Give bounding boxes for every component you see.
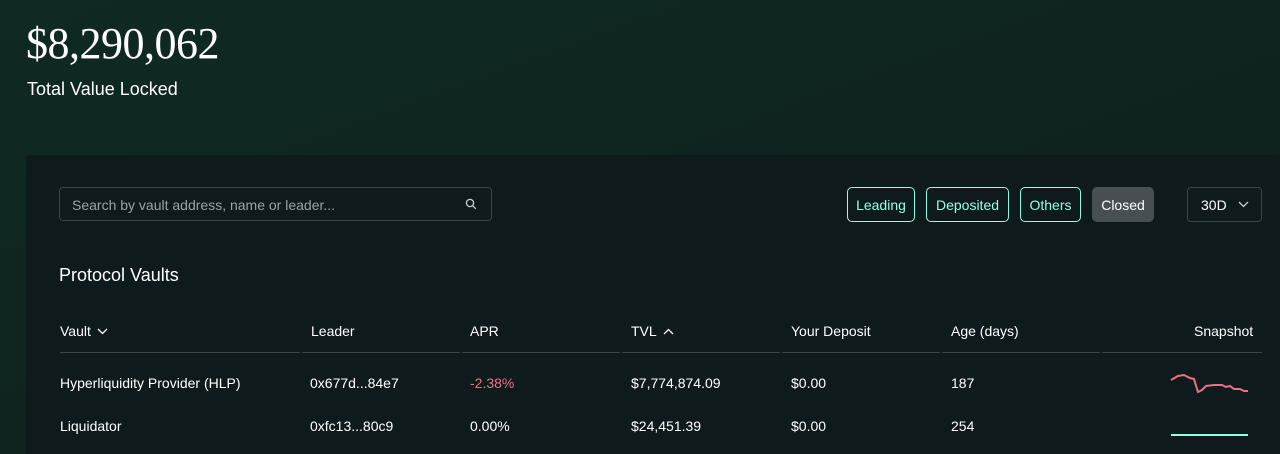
vault-deposit: $0.00 <box>791 375 827 391</box>
header-divider <box>782 352 940 353</box>
column-header-vault-label: Vault <box>60 323 91 339</box>
header-divider <box>622 352 780 353</box>
vault-leader: 0x677d...84e7 <box>310 375 399 391</box>
vault-tvl: $7,774,874.09 <box>631 375 721 391</box>
header-divider <box>462 352 620 353</box>
chevron-up-icon <box>663 328 674 334</box>
hero-value: $8,290,062 <box>26 19 220 68</box>
filter-leading-button[interactable]: Leading <box>847 187 915 222</box>
search-input[interactable] <box>70 188 454 222</box>
column-header-snapshot: Snapshot <box>1194 323 1254 339</box>
vaults-panel: Leading Deposited Others Closed 30D Prot… <box>26 155 1280 454</box>
snapshot-sparkline <box>1171 434 1248 436</box>
section-title: Protocol Vaults <box>59 265 179 285</box>
vault-name[interactable]: Liquidator <box>60 418 122 434</box>
column-header-tvl[interactable]: TVL <box>631 323 674 339</box>
vault-tvl: $24,451.39 <box>631 418 702 434</box>
vault-apr: -2.38% <box>470 375 515 391</box>
hero-label: Total Value Locked <box>27 79 178 99</box>
column-header-leader[interactable]: Leader <box>311 323 355 339</box>
search-icon[interactable] <box>465 198 477 210</box>
vault-name[interactable]: Hyperliquidity Provider (HLP) <box>60 375 241 391</box>
column-header-vault[interactable]: Vault <box>60 323 108 339</box>
time-range-value: 30D <box>1201 196 1227 213</box>
chevron-down-icon <box>97 328 108 334</box>
column-header-age[interactable]: Age (days) <box>951 323 1019 339</box>
vault-age: 187 <box>951 375 975 391</box>
filter-deposited-button[interactable]: Deposited <box>926 187 1009 222</box>
vault-deposit: $0.00 <box>791 418 827 434</box>
vault-apr: 0.00% <box>470 418 510 434</box>
vault-leader: 0xfc13...80c9 <box>310 418 394 434</box>
filter-others-button[interactable]: Others <box>1020 187 1081 222</box>
snapshot-sparkline <box>1170 373 1248 394</box>
filter-closed-button[interactable]: Closed <box>1092 187 1154 222</box>
header-divider <box>60 352 300 353</box>
header-divider <box>302 352 460 353</box>
column-header-tvl-label: TVL <box>631 323 657 339</box>
column-header-apr[interactable]: APR <box>470 323 499 339</box>
search-box[interactable] <box>59 187 492 222</box>
time-range-select[interactable]: 30D <box>1187 187 1262 222</box>
chevron-down-icon <box>1238 201 1249 208</box>
column-header-deposit[interactable]: Your Deposit <box>791 323 871 339</box>
vault-age: 254 <box>951 418 975 434</box>
header-divider <box>1102 352 1262 353</box>
header-divider <box>942 352 1100 353</box>
